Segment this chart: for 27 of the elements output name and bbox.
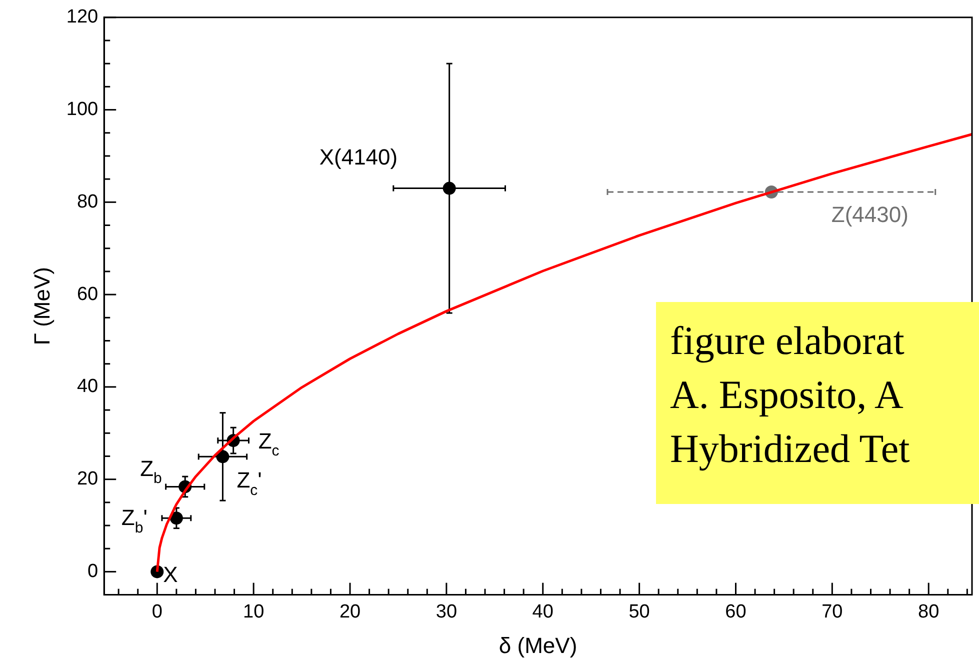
- x-tick-label: 10: [243, 601, 264, 622]
- x-axis-title: δ (MeV): [498, 632, 578, 658]
- x-tick-label: 40: [532, 601, 554, 622]
- annotation: figure elaborat: [670, 317, 906, 365]
- annotation: X(4140): [319, 144, 398, 170]
- annotation: A. Esposito, A: [670, 371, 904, 419]
- annotation: X: [163, 562, 178, 587]
- annotation: Hybridized Tet: [670, 425, 911, 473]
- y-axis-title: Γ (MeV): [29, 267, 54, 346]
- x-tick-label: 50: [628, 601, 650, 622]
- y-tick-label: 80: [76, 191, 98, 212]
- y-tick-label: 120: [66, 6, 98, 28]
- annotation: Z(4430): [831, 202, 908, 228]
- x-tick-label: 30: [436, 601, 458, 622]
- x-tick-label: 0: [152, 601, 162, 622]
- point: [170, 512, 183, 525]
- x-tick-label: 80: [918, 601, 940, 622]
- y-tick-label: 40: [76, 376, 98, 398]
- point: [442, 182, 456, 195]
- x-tick-label: 60: [725, 601, 746, 622]
- x-tick-label: 20: [339, 601, 361, 622]
- y-tick-label: 60: [76, 284, 98, 305]
- y-tick-label: 20: [76, 468, 98, 490]
- x-tick-label: 70: [822, 601, 843, 622]
- y-tick-label: 0: [88, 560, 98, 582]
- point: [216, 450, 230, 464]
- y-tick-label: 100: [66, 99, 98, 120]
